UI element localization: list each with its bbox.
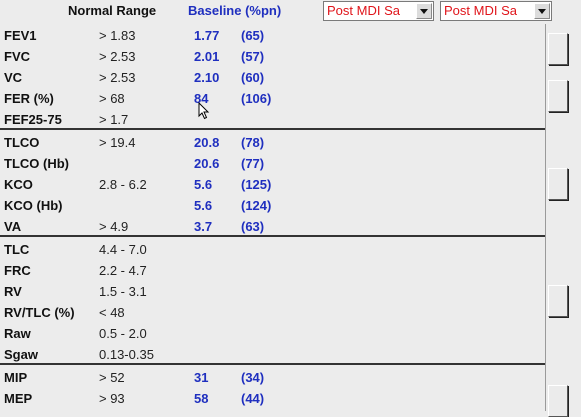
post-mdi-select-1[interactable]: Post MDI Sa bbox=[323, 1, 434, 21]
baseline-value: 2.01 bbox=[194, 49, 220, 64]
mouse-pointer-icon bbox=[198, 102, 210, 120]
section-divider bbox=[0, 363, 545, 365]
table-row: Sgaw 0.13-0.35 bbox=[0, 345, 545, 366]
normal-range-value: > 1.7 bbox=[99, 112, 129, 127]
parameter-label: Raw bbox=[4, 326, 31, 341]
percent-predicted-value: (60) bbox=[241, 70, 265, 85]
percent-predicted-value: (77) bbox=[241, 156, 265, 171]
parameter-label: RV/TLC (%) bbox=[4, 305, 75, 320]
normal-range-value: > 2.53 bbox=[99, 70, 136, 85]
baseline-value: 5.6 bbox=[194, 177, 213, 192]
post-mdi-select-1-value: Post MDI Sa bbox=[327, 3, 400, 18]
table-row: FEV1 > 1.83 1.77 (65) bbox=[0, 26, 545, 47]
baseline-value: 3.7 bbox=[194, 219, 213, 234]
baseline-value: 5.6 bbox=[194, 198, 213, 213]
parameter-label: KCO bbox=[4, 177, 33, 192]
parameter-label: VA bbox=[4, 219, 22, 234]
table-row: MEP > 93 58 (44) bbox=[0, 389, 545, 410]
percent-predicted-value: (44) bbox=[241, 391, 265, 406]
normal-range-value: > 52 bbox=[99, 370, 125, 385]
parameter-label: RV bbox=[4, 284, 22, 299]
table-row: KCO (Hb) 5.6 (124) bbox=[0, 196, 545, 217]
table-row: TLC 4.4 - 7.0 bbox=[0, 240, 545, 261]
normal-range-value: > 68 bbox=[99, 91, 125, 106]
baseline-header: Baseline (%pn) bbox=[188, 3, 282, 18]
table-row: VA > 4.9 3.7 (63) bbox=[0, 217, 545, 238]
fer-side-button[interactable] bbox=[548, 80, 568, 112]
baseline-value: 20.6 bbox=[194, 156, 220, 171]
percent-predicted-value: (34) bbox=[241, 370, 265, 385]
table-row: MIP > 52 31 (34) bbox=[0, 368, 545, 389]
normal-range-value: > 93 bbox=[99, 391, 125, 406]
percent-predicted-value: (63) bbox=[241, 219, 265, 234]
normal-range-value: 2.8 - 6.2 bbox=[99, 177, 147, 192]
normal-range-value: 0.5 - 2.0 bbox=[99, 326, 147, 341]
normal-range-value: 1.5 - 3.1 bbox=[99, 284, 147, 299]
table-row: Raw 0.5 - 2.0 bbox=[0, 324, 545, 345]
baseline-value: 1.77 bbox=[194, 28, 220, 43]
parameter-label: FVC bbox=[4, 49, 30, 64]
parameter-label: TLCO (Hb) bbox=[4, 156, 69, 171]
lung-volumes-side-button[interactable] bbox=[548, 285, 568, 317]
table-row: FER (%) > 68 84 (106) bbox=[0, 89, 545, 110]
parameter-label: FEF25-75 bbox=[4, 112, 62, 127]
normal-range-value: 4.4 - 7.0 bbox=[99, 242, 147, 257]
parameter-label: VC bbox=[4, 70, 23, 85]
percent-predicted-value: (124) bbox=[241, 198, 272, 213]
parameter-label: FEV1 bbox=[4, 28, 37, 43]
table-row: FVC > 2.53 2.01 (57) bbox=[0, 47, 545, 68]
post-mdi-select-2[interactable]: Post MDI Sa bbox=[440, 1, 552, 21]
spirometry-side-button[interactable] bbox=[548, 33, 568, 65]
percent-predicted-value: (65) bbox=[241, 28, 265, 43]
baseline-value: 20.8 bbox=[194, 135, 220, 150]
gas-transfer-side-button[interactable] bbox=[548, 168, 568, 200]
parameter-label: FER (%) bbox=[4, 91, 54, 106]
section-divider bbox=[0, 128, 545, 130]
baseline-value: 2.10 bbox=[194, 70, 220, 85]
dropdown-2-chevron-down-icon[interactable] bbox=[534, 3, 550, 19]
parameter-label: TLCO bbox=[4, 135, 40, 150]
parameter-label: FRC bbox=[4, 263, 31, 278]
baseline-value: 58 bbox=[194, 391, 209, 406]
normal-range-value: > 2.53 bbox=[99, 49, 136, 64]
table-row: VC > 2.53 2.10 (60) bbox=[0, 68, 545, 89]
table-row: FEF25-75 > 1.7 bbox=[0, 110, 545, 131]
table-row: FRC 2.2 - 4.7 bbox=[0, 261, 545, 282]
parameter-label: KCO (Hb) bbox=[4, 198, 63, 213]
table-row: RV 1.5 - 3.1 bbox=[0, 282, 545, 303]
percent-predicted-value: (125) bbox=[241, 177, 272, 192]
normal-range-value: 2.2 - 4.7 bbox=[99, 263, 147, 278]
normal-range-value: < 48 bbox=[99, 305, 125, 320]
baseline-value: 31 bbox=[194, 370, 209, 385]
dropdown-1-chevron-down-icon[interactable] bbox=[416, 3, 432, 19]
parameter-label: MIP bbox=[4, 370, 28, 385]
mouth-pressure-side-button[interactable] bbox=[548, 385, 568, 417]
table-row: TLCO > 19.4 20.8 (78) bbox=[0, 133, 545, 154]
normal-range-value: 0.13-0.35 bbox=[99, 347, 154, 362]
baseline-value: 84 bbox=[194, 91, 209, 106]
column-divider bbox=[545, 24, 546, 411]
normal-range-value: > 1.83 bbox=[99, 28, 136, 43]
normal-range-value: > 4.9 bbox=[99, 219, 129, 234]
normal-range-header: Normal Range bbox=[68, 3, 157, 18]
normal-range-value: > 19.4 bbox=[99, 135, 136, 150]
table-row: TLCO (Hb) 20.6 (77) bbox=[0, 154, 545, 175]
percent-predicted-value: (57) bbox=[241, 49, 265, 64]
section-divider bbox=[0, 235, 545, 237]
parameter-label: MEP bbox=[4, 391, 33, 406]
percent-predicted-value: (78) bbox=[241, 135, 265, 150]
post-mdi-select-2-value: Post MDI Sa bbox=[444, 3, 517, 18]
percent-predicted-value: (106) bbox=[241, 91, 272, 106]
parameter-label: TLC bbox=[4, 242, 30, 257]
table-row: RV/TLC (%) < 48 bbox=[0, 303, 545, 324]
table-row: KCO 2.8 - 6.2 5.6 (125) bbox=[0, 175, 545, 196]
parameter-label: Sgaw bbox=[4, 347, 38, 362]
